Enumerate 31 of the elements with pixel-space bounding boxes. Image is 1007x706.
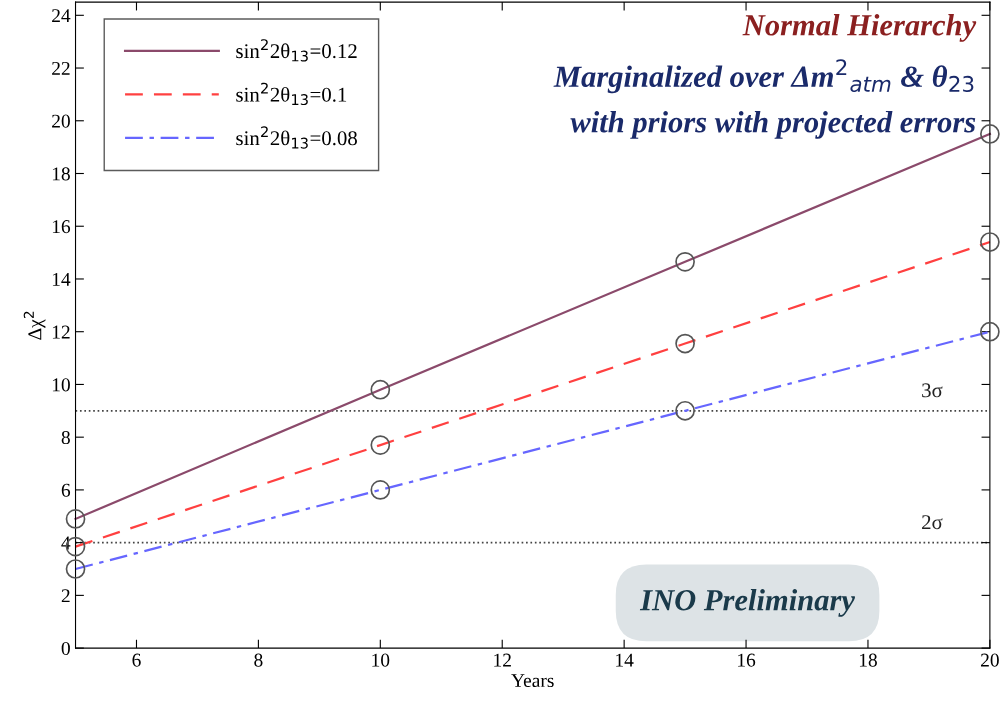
y-tick-label: 18 [52,167,70,181]
x-tick-label: 12 [494,653,511,667]
x-tick-label: 18 [859,653,877,667]
ref-line-label: 2σ [922,515,943,530]
y-tick-label: 2 [61,589,70,603]
y-tick-label: 16 [52,220,71,234]
y-tick-label: 10 [52,378,70,392]
y-tick-label: 24 [52,9,71,23]
ref-line-label: 3σ [922,383,943,398]
annotation: Marginalized over Δm$^{2}$$_{atm}$ & θ$_{23}$ [553,59,974,94]
x-tick-label: 20 [981,653,999,667]
y-tick-label: 8 [61,430,70,445]
legend-label: sin$^{2}$2θ$_{13}$=0.1 [236,82,347,106]
x-tick-label: 16 [738,653,756,667]
annotation: INO Preliminary [639,588,856,617]
x-tick-label: 14 [616,653,634,667]
x-tick-label: 10 [372,653,390,667]
x-tick-label: 6 [132,653,141,667]
y-tick-label: 12 [52,325,70,339]
y-tick-label: 0 [61,641,70,656]
legend-label: sin$^{2}$2θ$_{13}$=0.08 [236,126,357,149]
x-tick-label: 8 [254,653,263,667]
y-tick-label: 20 [52,114,70,128]
x-axis-title: Years [511,674,554,688]
y-tick-label: 14 [52,272,71,286]
y-tick-label: 6 [61,483,71,497]
y-tick-label: 22 [52,61,70,75]
legend-label: sin$^{2}$2θ$_{13}$=0.12 [236,39,357,62]
y-axis-title: Δχ$^{2}$ [23,311,46,340]
annotation: with priors with projected errors [570,111,976,139]
annotation: Normal Hierarchy [742,14,977,42]
